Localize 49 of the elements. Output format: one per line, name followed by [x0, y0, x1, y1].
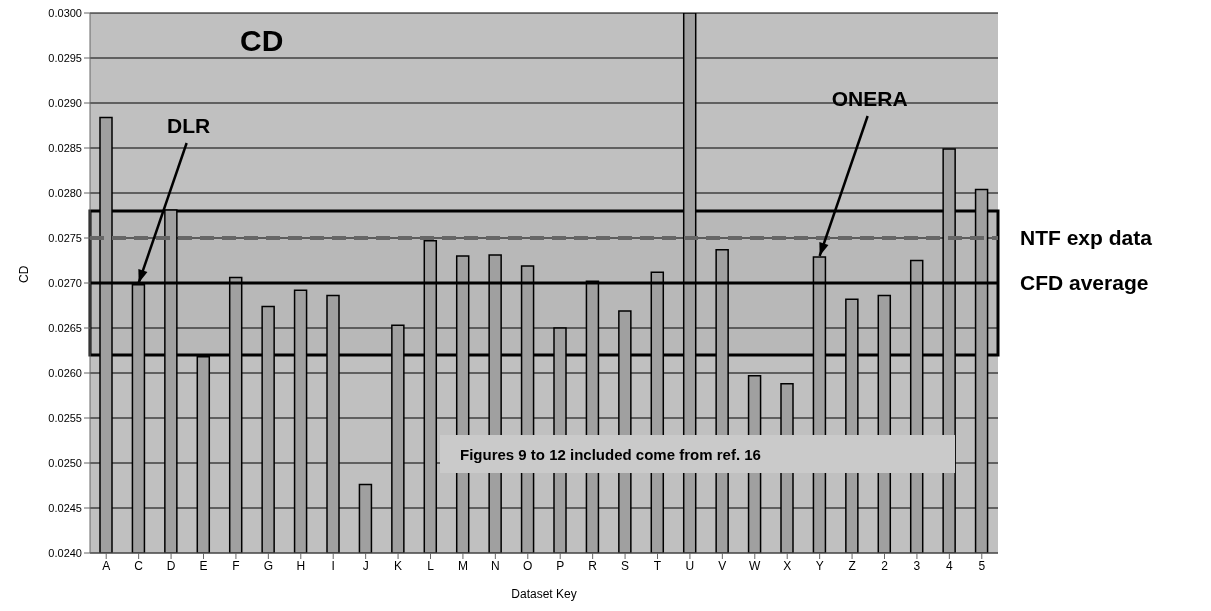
- x-tick-label: J: [362, 558, 369, 573]
- x-tick-label: N: [491, 558, 500, 573]
- y-tick-label: 0.0290: [48, 96, 82, 109]
- x-tick-label: O: [523, 558, 533, 573]
- x-tick-label: 3: [913, 558, 921, 573]
- x-axis-title: Dataset Key: [511, 587, 577, 601]
- x-tick-label: C: [134, 558, 144, 573]
- x-tick-label: U: [685, 558, 695, 573]
- x-tick-label: D: [166, 558, 176, 573]
- x-tick-label: V: [718, 558, 727, 573]
- y-tick-label: 0.0245: [48, 501, 82, 514]
- x-tick-label: 4: [946, 558, 954, 573]
- x-tick-label: A: [102, 558, 111, 573]
- x-tick-label: R: [588, 558, 598, 573]
- y-tick-label: 0.0270: [48, 276, 82, 289]
- x-tick-label: F: [232, 558, 240, 573]
- x-tick-label: G: [263, 558, 274, 573]
- x-tick-label: M: [457, 558, 468, 573]
- x-tick-label: 2: [881, 558, 889, 573]
- y-tick-label: 0.0300: [48, 6, 82, 19]
- annotation: DLR: [167, 114, 211, 137]
- x-tick-label: Y: [815, 558, 824, 573]
- y-tick-label: 0.0285: [48, 141, 82, 154]
- x-tick-label: X: [783, 558, 792, 573]
- y-tick-label: 0.0255: [48, 411, 82, 424]
- x-tick-label: Z: [848, 558, 856, 573]
- x-tick-label: I: [331, 558, 335, 573]
- y-tick-label: 0.0250: [48, 456, 82, 469]
- y-tick-label: 0.0295: [48, 51, 82, 64]
- ref-line-label: CFD average: [1020, 271, 1149, 294]
- annotation: Figures 9 to 12 included come from ref. 16: [460, 446, 761, 463]
- x-tick-label: L: [427, 558, 435, 573]
- x-tick-label: P: [556, 558, 565, 573]
- x-tick-label: E: [199, 558, 208, 573]
- y-tick-label: 0.0240: [48, 546, 82, 559]
- annotation: ONERA: [831, 87, 908, 110]
- chart-title: CD: [240, 24, 284, 57]
- y-tick-label: 0.0260: [48, 366, 82, 379]
- y-tick-label: 0.0265: [48, 321, 82, 334]
- ref-line-label: NTF exp data: [1020, 226, 1153, 249]
- x-tick-label: W: [749, 558, 762, 573]
- y-axis-title: CD: [17, 265, 32, 283]
- y-tick-label: 0.0275: [48, 231, 82, 244]
- x-tick-label: H: [296, 558, 306, 573]
- x-tick-label: 5: [978, 558, 986, 573]
- x-tick-label: S: [621, 558, 630, 573]
- x-tick-label: T: [653, 558, 662, 573]
- x-tick-label: K: [394, 558, 403, 573]
- y-tick-label: 0.0280: [48, 186, 82, 199]
